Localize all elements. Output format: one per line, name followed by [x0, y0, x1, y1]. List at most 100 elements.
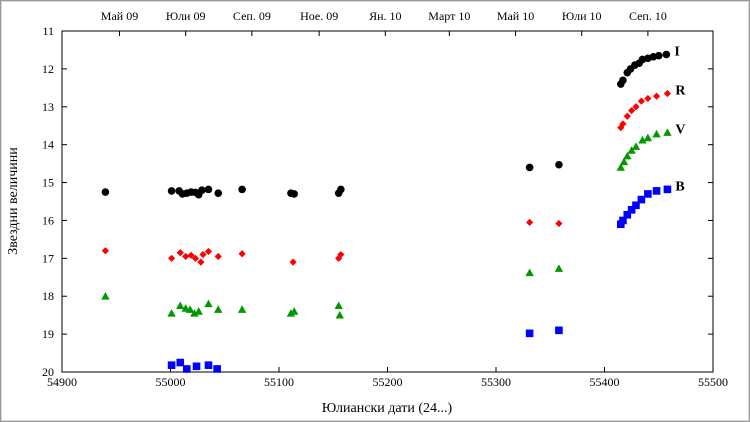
data-point — [663, 89, 672, 98]
data-point — [214, 252, 222, 261]
data-point — [628, 106, 636, 115]
data-point — [623, 210, 632, 219]
y-tick-label: 18 — [42, 289, 54, 303]
data-point — [616, 163, 625, 171]
data-point — [637, 195, 646, 204]
data-point — [176, 249, 184, 257]
series-label: R — [675, 84, 686, 99]
data-point — [101, 292, 110, 300]
data-point — [337, 185, 345, 194]
data-point — [213, 365, 221, 373]
data-point — [525, 329, 534, 338]
y-tick-label: 12 — [42, 62, 54, 76]
data-point — [238, 185, 246, 194]
y-tick-label: 15 — [42, 176, 54, 190]
data-point — [525, 268, 534, 277]
data-point — [525, 163, 534, 172]
data-point — [101, 188, 110, 196]
top-axis-label: Сеп. 09 — [233, 9, 271, 23]
data-point — [167, 309, 176, 317]
data-point — [638, 135, 647, 144]
data-point — [652, 187, 661, 195]
data-point — [335, 310, 344, 319]
data-point — [619, 216, 627, 225]
data-point — [182, 252, 190, 261]
data-point — [654, 51, 663, 60]
data-point — [632, 201, 640, 210]
data-point — [185, 305, 195, 313]
data-point — [289, 307, 299, 315]
data-point — [623, 112, 631, 120]
data-point — [619, 76, 627, 85]
data-point — [619, 157, 629, 166]
data-point — [204, 361, 213, 369]
x-tick-label: 55500 — [698, 375, 728, 389]
data-point — [623, 151, 632, 160]
top-axis-label: Юли 10 — [562, 9, 602, 23]
data-point — [334, 301, 343, 310]
x-tick-label: 55400 — [590, 375, 620, 389]
data-point — [167, 254, 176, 262]
data-point — [632, 103, 640, 111]
x-tick-label: 55300 — [481, 375, 511, 389]
data-point — [198, 186, 206, 194]
data-point — [555, 160, 563, 169]
data-point — [197, 258, 205, 266]
data-point — [644, 190, 652, 198]
data-point — [663, 185, 672, 194]
data-point — [290, 190, 298, 198]
data-point — [631, 142, 641, 150]
series-labels: I R V B — [674, 44, 686, 194]
data-point — [204, 185, 213, 194]
y-tick-label: 13 — [42, 100, 54, 114]
y-tick-label: 16 — [42, 213, 54, 227]
data-point — [526, 218, 534, 226]
data-point — [182, 365, 191, 373]
data-point — [167, 187, 176, 195]
top-axis-label: Ное. 09 — [300, 9, 338, 23]
top-axis-label: Ян. 10 — [369, 9, 401, 23]
data-point — [637, 97, 645, 105]
plot-area — [61, 30, 714, 373]
x-tick-label: 55200 — [373, 375, 403, 389]
top-axis-label: Юли 09 — [166, 9, 206, 23]
data-point — [289, 258, 297, 266]
data-point — [194, 307, 203, 315]
data-point — [643, 133, 653, 142]
data-point — [191, 254, 200, 262]
data-point — [555, 219, 563, 228]
data-point — [167, 361, 176, 369]
data-point — [617, 124, 625, 132]
data-point — [176, 301, 185, 310]
y-tick-label: 14 — [42, 138, 54, 152]
data-point — [652, 129, 661, 138]
y-tick-label: 19 — [42, 327, 54, 341]
data-point — [555, 326, 563, 335]
data-point — [101, 247, 109, 255]
series-label: B — [675, 179, 684, 194]
data-point — [238, 250, 246, 258]
x-axis-label: Юлиански дати (24...) — [322, 401, 453, 416]
data-point — [335, 254, 343, 262]
x-tick-label: 55000 — [156, 375, 186, 389]
data-point — [652, 92, 661, 100]
data-point — [176, 358, 185, 367]
data-point — [187, 251, 195, 259]
data-point — [204, 247, 213, 256]
data-point — [214, 305, 223, 313]
x-tick-label: 55100 — [264, 375, 294, 389]
data-point — [204, 299, 213, 308]
data-point — [286, 309, 296, 317]
series-label: V — [675, 123, 685, 138]
data-point — [190, 309, 199, 317]
data-points — [101, 50, 672, 373]
data-point — [644, 94, 652, 103]
data-point — [662, 50, 671, 59]
data-point — [554, 264, 564, 272]
y-tick-label: 17 — [42, 251, 54, 265]
data-point — [199, 250, 207, 259]
y-tick-label: 20 — [42, 365, 54, 379]
y-axis-label: Звездни величини — [6, 147, 21, 255]
data-point — [192, 362, 201, 371]
